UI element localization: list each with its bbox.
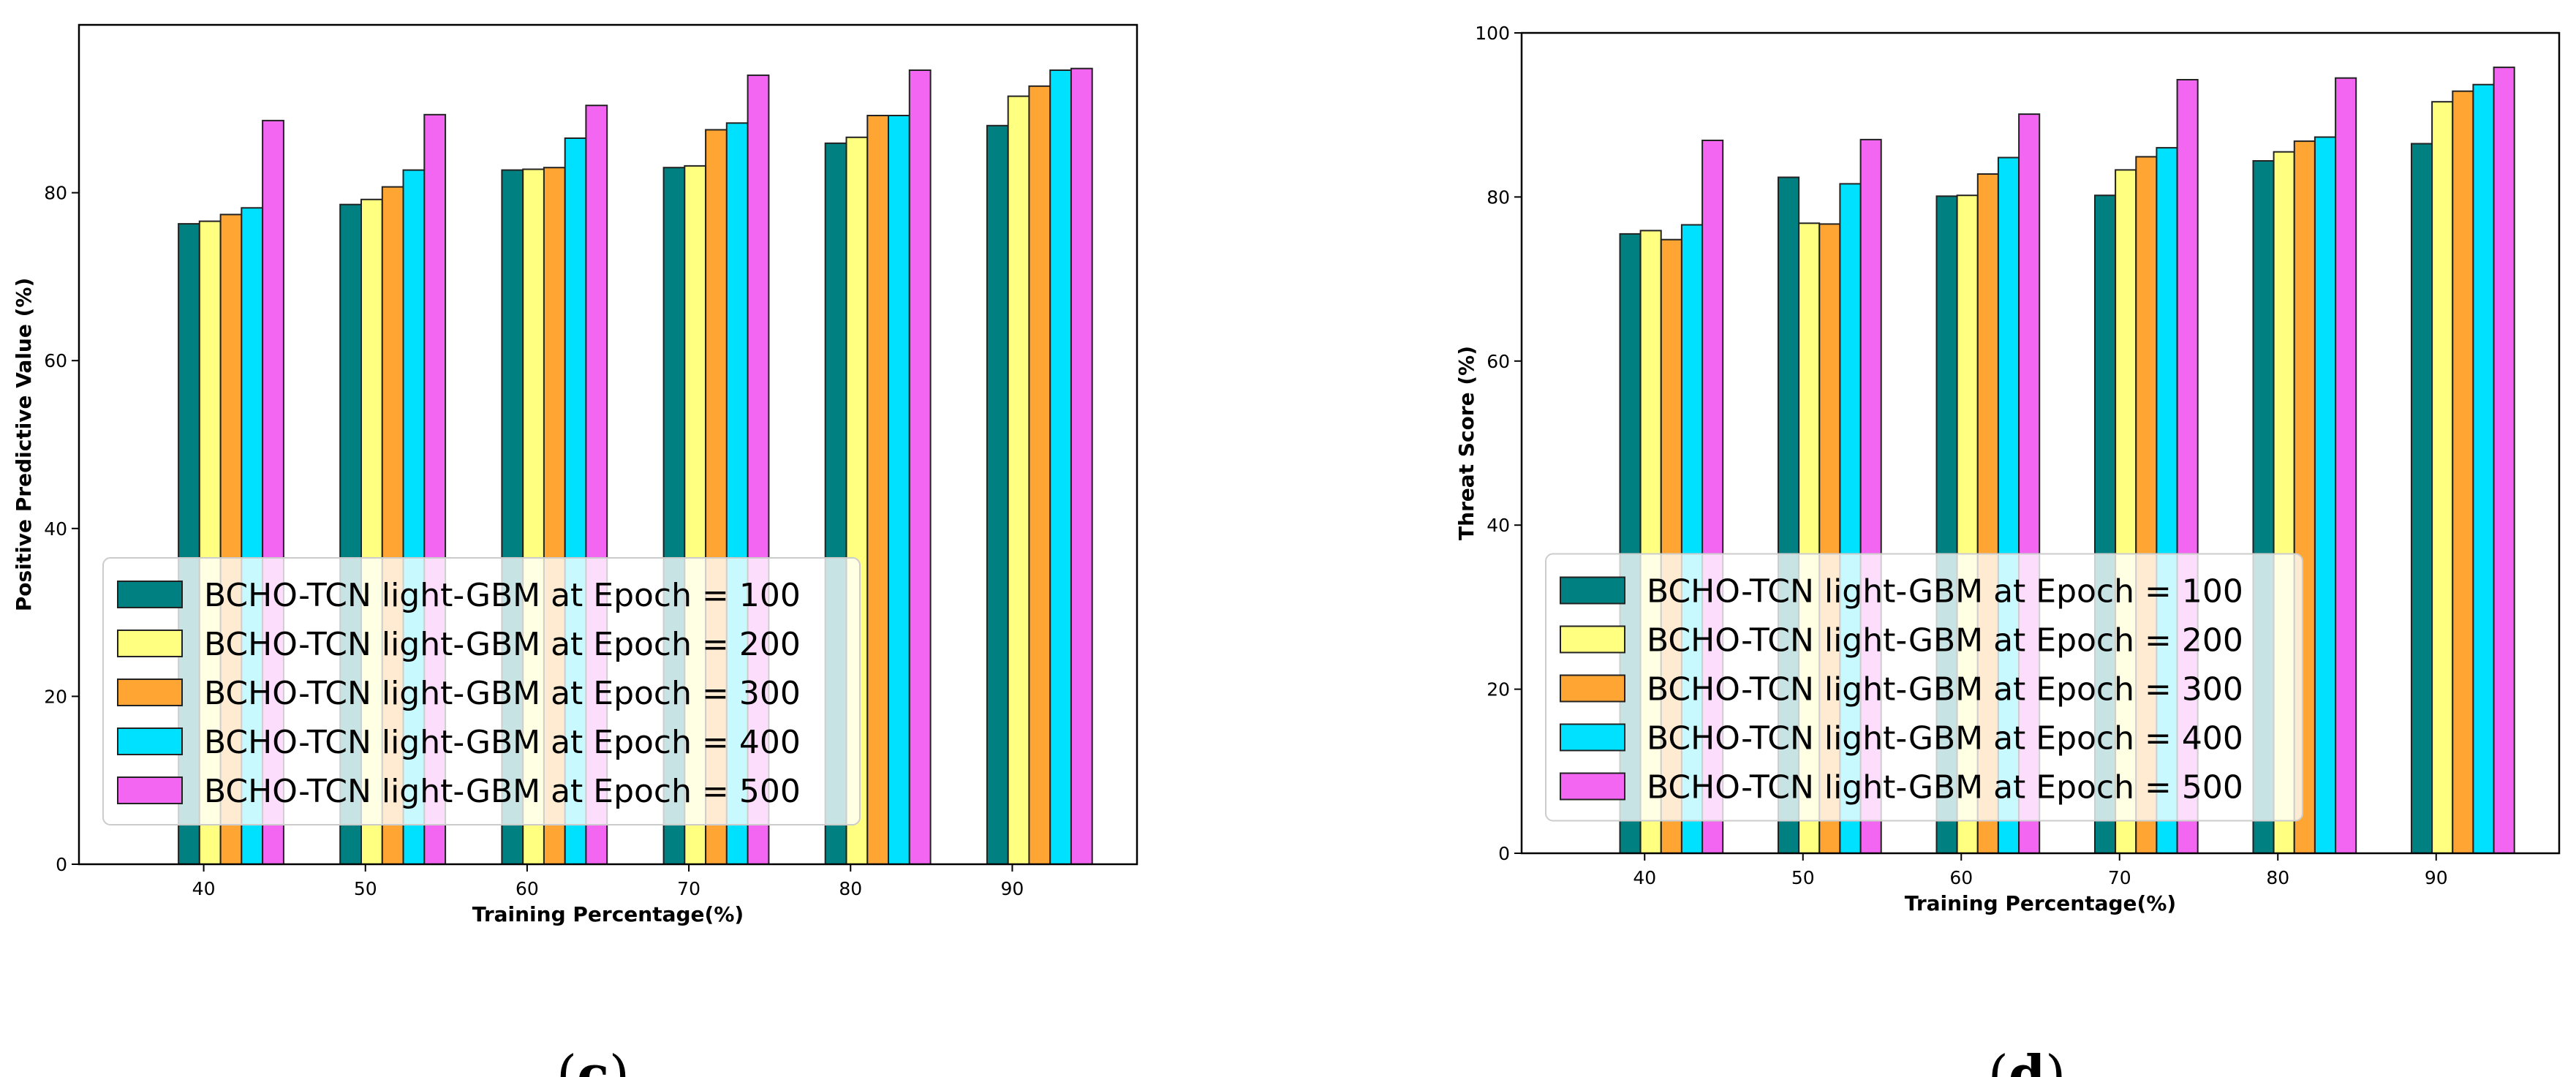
y-tick-label: 20 — [44, 686, 67, 707]
legend-label: BCHO-TCN light-GBM at Epoch = 100 — [1647, 572, 2243, 610]
caption-d-open: ( — [1988, 1044, 2009, 1077]
legend-swatch — [117, 580, 183, 608]
chart-panel-d: 40 50 60 70 80 90 0 20 40 60 80 100 BCHO-TCN light-… — [1454, 23, 2561, 915]
legend-swatch — [117, 678, 183, 706]
legend-label: BCHO-TCN light-GBM at Epoch = 200 — [1647, 621, 2243, 659]
y-tick-label: 60 — [44, 350, 67, 371]
legend-box — [1545, 553, 2303, 822]
plot-frame-c — [78, 23, 1138, 866]
caption-c: (c) — [556, 1043, 630, 1077]
legend-label: BCHO-TCN light-GBM at Epoch = 200 — [204, 626, 801, 663]
bar-c-80-s3 — [866, 115, 890, 865]
x-tick-label: 80 — [839, 878, 862, 899]
y-tick-label: 40 — [1487, 515, 1510, 536]
x-axis-label-c: Training Percentage(%) — [472, 902, 744, 926]
legend-swatch — [1560, 625, 1625, 654]
y-tick-label: 80 — [44, 183, 67, 204]
y-axis-label-c: Positive Predictive Value (%) — [12, 278, 36, 611]
x-tick-label: 50 — [1791, 867, 1815, 888]
y-tick-label: 80 — [1487, 186, 1510, 208]
x-tick-label: 40 — [1633, 867, 1656, 888]
bar-c-90-s5 — [1070, 67, 1093, 866]
y-tick-label: 40 — [44, 518, 67, 540]
bar-c-90-s2 — [1007, 95, 1030, 866]
y-tick-label: 100 — [1475, 23, 1510, 44]
caption-d: (d) — [1988, 1043, 2066, 1077]
bar-c-80-s5 — [908, 69, 932, 865]
x-tick-label: 40 — [192, 878, 216, 899]
y-tick-label: 60 — [1487, 351, 1510, 372]
legend-swatch — [1560, 674, 1625, 703]
y-axis-label-d: Threat Score (%) — [1454, 346, 1478, 540]
y-tick-label: 0 — [56, 854, 67, 875]
x-tick-label: 70 — [677, 878, 700, 899]
bar-d-90-s2 — [2431, 101, 2454, 855]
plot-frame-d — [1520, 31, 2561, 855]
x-tick-label: 60 — [1949, 867, 1973, 888]
bar-d-90-s4 — [2472, 83, 2495, 855]
x-axis-label-d: Training Percentage(%) — [1905, 891, 2176, 915]
bar-c-90-s1 — [986, 124, 1009, 866]
x-tick-label: 90 — [1001, 878, 1024, 899]
x-tick-label: 70 — [2108, 867, 2131, 888]
bar-d-90-s3 — [2452, 90, 2474, 855]
x-tick-label: 90 — [2425, 867, 2448, 888]
legend-d: BCHO-TCN light-GBM at Epoch = 100 BCHO-TC… — [1545, 553, 2303, 822]
legend-c: BCHO-TCN light-GBM at Epoch = 100 BCHO-TC… — [102, 556, 861, 825]
y-tick-label: 20 — [1487, 679, 1510, 700]
bar-c-90-s4 — [1049, 69, 1072, 865]
legend-swatch — [117, 629, 183, 657]
x-tick-label: 60 — [515, 878, 539, 899]
x-tick-label: 50 — [354, 878, 377, 899]
legend-swatch — [117, 727, 183, 755]
bar-c-80-s4 — [888, 115, 910, 865]
legend-label: BCHO-TCN light-GBM at Epoch = 500 — [204, 773, 801, 810]
legend-label: BCHO-TCN light-GBM at Epoch = 300 — [204, 675, 801, 712]
legend-label: BCHO-TCN light-GBM at Epoch = 100 — [204, 577, 801, 614]
caption-d-letter: d — [2009, 1043, 2045, 1077]
ticks-group-c: 40 50 60 70 80 90 0 20 40 60 80 — [44, 183, 1024, 899]
bar-d-90-s5 — [2493, 67, 2515, 855]
legend-label: BCHO-TCN light-GBM at Epoch = 300 — [1647, 670, 2243, 708]
legend-label: BCHO-TCN light-GBM at Epoch = 400 — [204, 724, 801, 761]
legend-swatch — [117, 776, 183, 804]
legend-label: BCHO-TCN light-GBM at Epoch = 500 — [1647, 768, 2243, 806]
bar-c-90-s3 — [1028, 85, 1051, 865]
chart-panel-c: 40 50 60 70 80 90 0 20 40 60 80 BCHO-TCN light-GBM… — [12, 23, 1138, 926]
caption-c-open: ( — [556, 1044, 577, 1077]
legend-label: BCHO-TCN light-GBM at Epoch = 400 — [1647, 719, 2243, 757]
bar-d-80-s4 — [2314, 136, 2336, 854]
x-tick-label: 80 — [2266, 867, 2289, 888]
legend-swatch — [1560, 576, 1625, 605]
y-tick-label: 0 — [1498, 843, 1510, 864]
bar-d-80-s5 — [2335, 77, 2357, 855]
legend-box — [102, 556, 861, 825]
caption-c-close: ) — [609, 1044, 630, 1077]
caption-c-letter: c — [577, 1043, 609, 1077]
caption-d-close: ) — [2045, 1044, 2066, 1077]
legend-swatch — [1560, 723, 1625, 752]
bar-d-90-s1 — [2411, 143, 2433, 854]
legend-swatch — [1560, 772, 1625, 801]
ticks-group-d: 40 50 60 70 80 90 0 20 40 60 80 100 — [1475, 23, 2447, 888]
